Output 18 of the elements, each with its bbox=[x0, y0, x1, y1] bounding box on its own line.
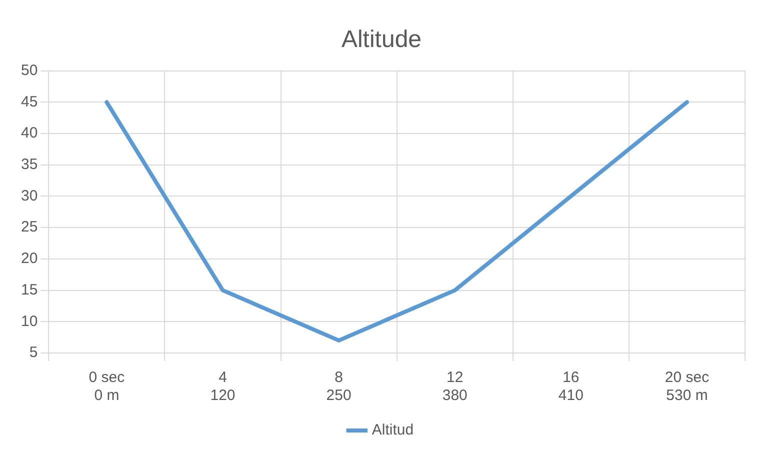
y-tick-label: 15 bbox=[20, 281, 38, 298]
chart-title: Altitude bbox=[341, 26, 422, 54]
y-tick-label: 10 bbox=[20, 312, 38, 330]
x-tick-label: 8 250 bbox=[326, 369, 352, 404]
y-tick-label: 25 bbox=[20, 218, 38, 236]
y-tick-label: 35 bbox=[20, 156, 38, 174]
y-tick-label: 5 bbox=[29, 344, 38, 362]
y-tick-label: 30 bbox=[20, 187, 38, 204]
x-tick-label: 0 sec 0 m bbox=[88, 369, 126, 404]
x-tick-label: 4 120 bbox=[210, 369, 236, 404]
y-tick-label: 40 bbox=[20, 124, 38, 142]
x-tick-label: 20 sec 530 m bbox=[664, 369, 710, 404]
legend-label: Altitud bbox=[372, 422, 414, 439]
y-tick-label: 50 bbox=[20, 62, 38, 79]
x-tick-label: 12 380 bbox=[442, 369, 468, 404]
x-tick-label: 16 410 bbox=[558, 369, 584, 404]
y-tick-label: 20 bbox=[20, 250, 38, 268]
y-tick-label: 45 bbox=[20, 93, 38, 110]
